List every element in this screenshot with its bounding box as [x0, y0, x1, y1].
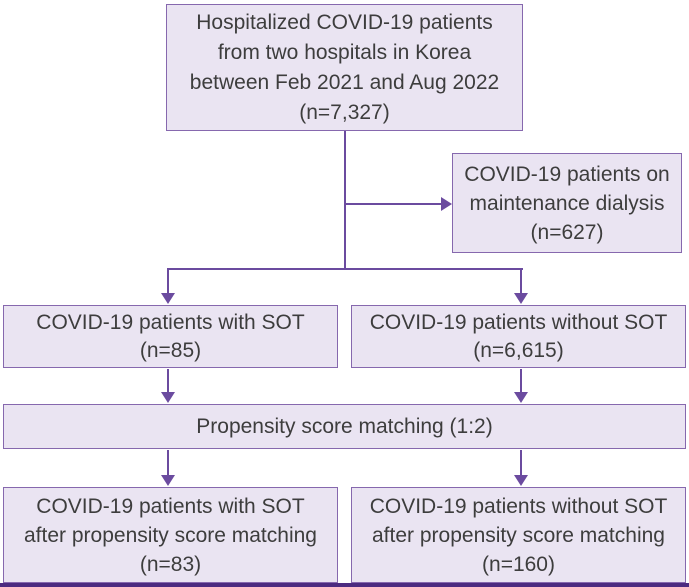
box-propensity-matching: Propensity score matching (1:2)	[3, 404, 686, 449]
arrowhead-without-sot	[514, 293, 528, 304]
bottom-divider-bar	[0, 583, 689, 587]
box-line: (n=83)	[139, 552, 202, 576]
arrowhead-dialysis	[441, 197, 452, 211]
box-maintenance-dialysis: COVID-19 patients on maintenance dialysi…	[452, 153, 682, 253]
box-line: COVID-19 patients with SOT	[36, 310, 305, 334]
arrowhead-with-sot-matched	[161, 475, 175, 486]
box-line: COVID-19 patients on	[464, 162, 670, 186]
box-line: (n=7,327)	[299, 100, 390, 124]
box-line: COVID-19 patients with SOT	[36, 494, 305, 518]
arrowhead-without-sot-matched	[514, 475, 528, 486]
box-line: Propensity score matching (1:2)	[196, 414, 493, 438]
box-line: COVID-19 patients without SOT	[369, 494, 668, 518]
box-line: (n=6,615)	[473, 338, 564, 362]
arrowhead-matching-left	[161, 392, 175, 403]
connector-dialysis-branch	[345, 203, 441, 205]
connector-left-down-2	[167, 369, 169, 393]
connector-right-down-3	[520, 450, 522, 476]
connector-right-down-1	[520, 268, 522, 294]
box-hospitalized-patients: Hospitalized COVID-19 patients from two …	[166, 4, 523, 131]
box-line: COVID-19 patients without SOT	[369, 310, 668, 334]
box-line: Hospitalized COVID-19 patients	[196, 10, 493, 34]
arrowhead-matching-right	[514, 392, 528, 403]
box-line: after propensity score matching	[372, 523, 665, 547]
connector-left-down-3	[167, 450, 169, 476]
connector-right-down-2	[520, 369, 522, 393]
box-line: maintenance dialysis	[469, 191, 665, 215]
arrowhead-with-sot	[161, 293, 175, 304]
box-line: (n=160)	[482, 552, 555, 576]
connector-trunk	[344, 131, 346, 269]
box-with-sot-matched: COVID-19 patients with SOT after propens…	[3, 487, 338, 583]
connector-left-down-1	[167, 268, 169, 294]
box-line: from two hospitals in Korea	[217, 40, 472, 64]
box-without-sot: COVID-19 patients without SOT (n=6,615)	[351, 305, 686, 368]
box-line: (n=627)	[530, 220, 604, 244]
box-without-sot-matched: COVID-19 patients without SOT after prop…	[351, 487, 686, 583]
connector-splitter	[167, 268, 523, 270]
box-line: between Feb 2021 and Aug 2022	[189, 70, 500, 94]
box-with-sot: COVID-19 patients with SOT (n=85)	[3, 305, 338, 368]
box-line: after propensity score matching	[24, 523, 317, 547]
box-line: (n=85)	[139, 338, 202, 362]
